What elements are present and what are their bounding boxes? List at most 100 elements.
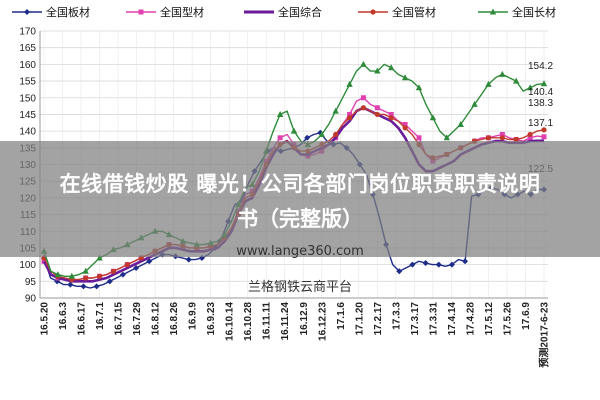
data-point — [541, 127, 547, 133]
data-point — [462, 258, 469, 265]
x-tick-label: 预测2017-6-23 — [538, 302, 551, 368]
data-point — [346, 115, 353, 121]
legend-item: 全国综合 — [244, 5, 322, 19]
data-point — [93, 283, 100, 290]
data-point — [146, 258, 153, 265]
data-point — [83, 275, 89, 281]
headline-line-1: 在线借钱炒股 曝光！公司各部门岗位职责职责说明 — [59, 172, 541, 196]
data-point — [541, 134, 547, 140]
x-tick-label: 17.3.31 — [428, 302, 439, 336]
x-tick-label: 17.5.26 — [502, 302, 513, 336]
data-point — [276, 110, 284, 117]
data-point — [471, 100, 478, 107]
data-point — [374, 67, 381, 74]
data-point — [124, 262, 130, 268]
x-tick-label: 16.9.9 — [188, 302, 199, 330]
legend-label: 全国管材 — [392, 5, 436, 19]
data-point — [422, 259, 429, 266]
x-tick-label: 16.11.11 — [262, 302, 273, 340]
data-point — [290, 127, 298, 134]
headline-line-2: 书（完整版） — [237, 207, 363, 231]
data-point — [106, 278, 113, 285]
data-point — [346, 80, 353, 87]
end-value-label: 154.2 — [528, 61, 553, 72]
x-tick-label: 17.5.12 — [484, 302, 495, 336]
watermark-name: 兰格钢铁云商平台 — [247, 280, 352, 295]
end-value-label: 137.1 — [528, 118, 553, 129]
x-tick-label: 16.12.23 — [317, 302, 328, 341]
data-point — [360, 95, 366, 101]
legend-label: 全国型材 — [160, 5, 204, 19]
data-point — [185, 256, 192, 263]
x-tick-label: 17.6.9 — [521, 302, 532, 330]
data-point — [347, 111, 353, 117]
data-point — [110, 268, 117, 274]
data-point — [304, 134, 311, 141]
data-point — [24, 9, 30, 15]
legend-label: 全国长材 — [512, 5, 556, 19]
data-point — [489, 8, 497, 15]
data-point — [409, 261, 416, 268]
data-point — [82, 267, 89, 274]
x-tick-label: 17.2.17 — [373, 302, 384, 336]
data-point — [443, 134, 450, 141]
end-value-label: 140.4 — [528, 87, 553, 98]
data-point — [119, 271, 126, 278]
data-point — [333, 131, 339, 138]
data-point — [138, 9, 144, 15]
data-point — [513, 136, 519, 143]
data-point — [540, 80, 548, 87]
data-point — [374, 105, 380, 111]
data-point — [370, 9, 376, 15]
legend-item: 全国长材 — [478, 5, 556, 19]
x-tick-label: 17.3.17 — [410, 302, 421, 336]
data-point — [96, 273, 103, 279]
legend-label: 全国综合 — [278, 5, 322, 19]
x-tick-label: 16.10.28 — [243, 302, 254, 341]
data-point — [435, 261, 442, 268]
y-tick-label: 150 — [19, 93, 36, 104]
end-value-label: 138.3 — [528, 98, 553, 109]
x-tick-label: 17.3.3 — [391, 302, 402, 330]
y-tick-label: 155 — [19, 77, 36, 88]
y-tick-label: 170 — [19, 27, 36, 38]
data-point — [499, 135, 505, 141]
data-point — [80, 283, 87, 290]
legend: 全国板材 全国型材 全国综合 全国管材 全国长材 — [12, 5, 556, 19]
x-tick-label: 16.7.1 — [95, 302, 106, 330]
data-point — [527, 131, 533, 138]
x-tick-label: 17.4.14 — [447, 302, 458, 336]
x-tick-label: 16.8.12 — [151, 302, 162, 336]
y-tick-label: 165 — [19, 43, 36, 54]
y-tick-label: 140 — [19, 127, 36, 138]
data-point — [401, 74, 409, 81]
x-tick-label: 16.7.15 — [114, 302, 125, 336]
data-point — [54, 271, 62, 278]
x-tick-label: 16.9.23 — [206, 302, 217, 336]
data-point — [332, 107, 339, 114]
y-tick-label: 160 — [19, 60, 36, 71]
data-point — [360, 60, 367, 67]
x-tick-label: 16.8.26 — [169, 302, 180, 336]
data-point — [402, 121, 408, 127]
x-tick-label: 16.11.24 — [280, 302, 291, 341]
data-point — [374, 111, 380, 118]
data-point — [499, 131, 505, 137]
data-point — [388, 111, 394, 117]
data-point — [41, 258, 47, 264]
x-tick-label: 16.5.20 — [40, 302, 51, 336]
data-point — [416, 135, 422, 141]
legend-label: 全国板材 — [46, 5, 90, 19]
data-point — [527, 135, 533, 141]
data-point — [499, 70, 506, 77]
x-tick-label: 16.10.14 — [225, 302, 236, 341]
data-point — [67, 281, 74, 288]
data-point — [388, 115, 394, 121]
data-point — [513, 77, 520, 84]
x-tick-label: 17.4.28 — [465, 302, 476, 336]
x-tick-label: 16.6.3 — [58, 302, 69, 330]
y-tick-label: 90 — [25, 294, 37, 305]
data-point — [133, 264, 140, 271]
x-tick-label: 16.7.29 — [132, 302, 143, 336]
data-point — [448, 261, 455, 268]
